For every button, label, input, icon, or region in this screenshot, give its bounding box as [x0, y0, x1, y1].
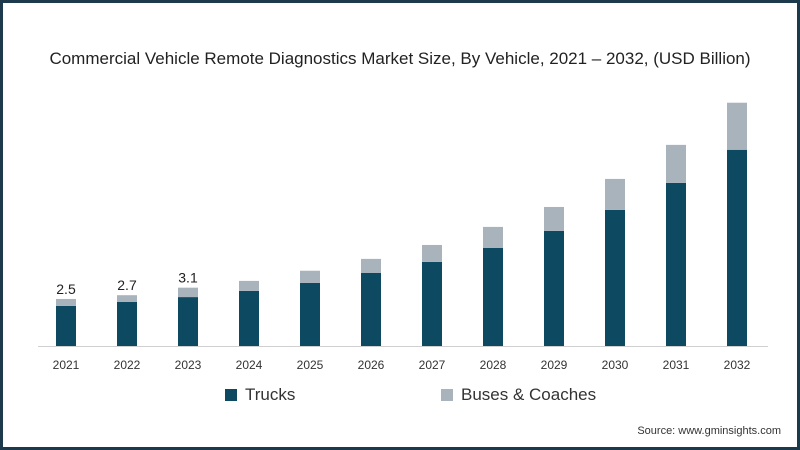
bar-trucks-2022	[117, 301, 137, 346]
bar-buses-2031	[666, 144, 686, 183]
bar-buses-2030	[605, 178, 625, 210]
x-tick-label: 2029	[541, 358, 568, 372]
bar-buses-2021	[56, 298, 76, 306]
bar-trucks-2029	[544, 230, 564, 346]
x-tick-label: 2025	[297, 358, 324, 372]
bar-buses-2024	[239, 280, 259, 291]
legend: Trucks Buses & Coaches	[3, 385, 797, 409]
data-label: 2.7	[117, 277, 137, 293]
data-label: 2.5	[56, 281, 76, 297]
bar-buses-2027	[422, 244, 442, 262]
data-label: 3.1	[178, 270, 198, 286]
bar-buses-2022	[117, 295, 137, 302]
legend-label: Buses & Coaches	[461, 385, 597, 404]
legend-label: Trucks	[245, 385, 296, 404]
legend-swatch-buses	[441, 389, 453, 401]
x-tick-label: 2028	[480, 358, 507, 372]
bar-trucks-2024	[239, 290, 259, 346]
bar-buses-2032	[727, 102, 747, 150]
bar-trucks-2031	[666, 182, 686, 346]
x-tick-label: 2027	[419, 358, 446, 372]
bar-buses-2025	[300, 270, 320, 283]
x-tick-label: 2021	[53, 358, 80, 372]
x-tick-label: 2026	[358, 358, 385, 372]
legend-item-buses: Buses & Coaches	[441, 385, 596, 405]
bar-trucks-2026	[361, 272, 381, 346]
legend-swatch-trucks	[225, 389, 237, 401]
chart-title: Commercial Vehicle Remote Diagnostics Ma…	[49, 49, 751, 68]
bar-trucks-2027	[422, 261, 442, 346]
bar-chart: 2021 2.5 2022 2.7 2023 3.1 2024 2025 2026 2027 202…	[38, 102, 768, 372]
bar-trucks-2023	[178, 297, 198, 346]
bar-buses-2023	[178, 287, 198, 298]
x-tick-label: 2032	[724, 358, 751, 372]
legend-item-trucks: Trucks	[225, 385, 295, 405]
bar-buses-2029	[544, 206, 564, 231]
x-tick-label: 2023	[175, 358, 202, 372]
bar-trucks-2032	[727, 149, 747, 346]
x-tick-label: 2030	[602, 358, 629, 372]
bar-trucks-2030	[605, 209, 625, 346]
bar-trucks-2021	[56, 305, 76, 346]
x-tick-label: 2022	[114, 358, 141, 372]
x-tick-label: 2031	[663, 358, 690, 372]
bar-trucks-2025	[300, 282, 320, 346]
bar-buses-2026	[361, 258, 381, 273]
bar-trucks-2028	[483, 247, 503, 346]
x-tick-label: 2024	[236, 358, 263, 372]
source-note: Source: www.gminsights.com	[637, 425, 781, 437]
bar-buses-2028	[483, 226, 503, 248]
